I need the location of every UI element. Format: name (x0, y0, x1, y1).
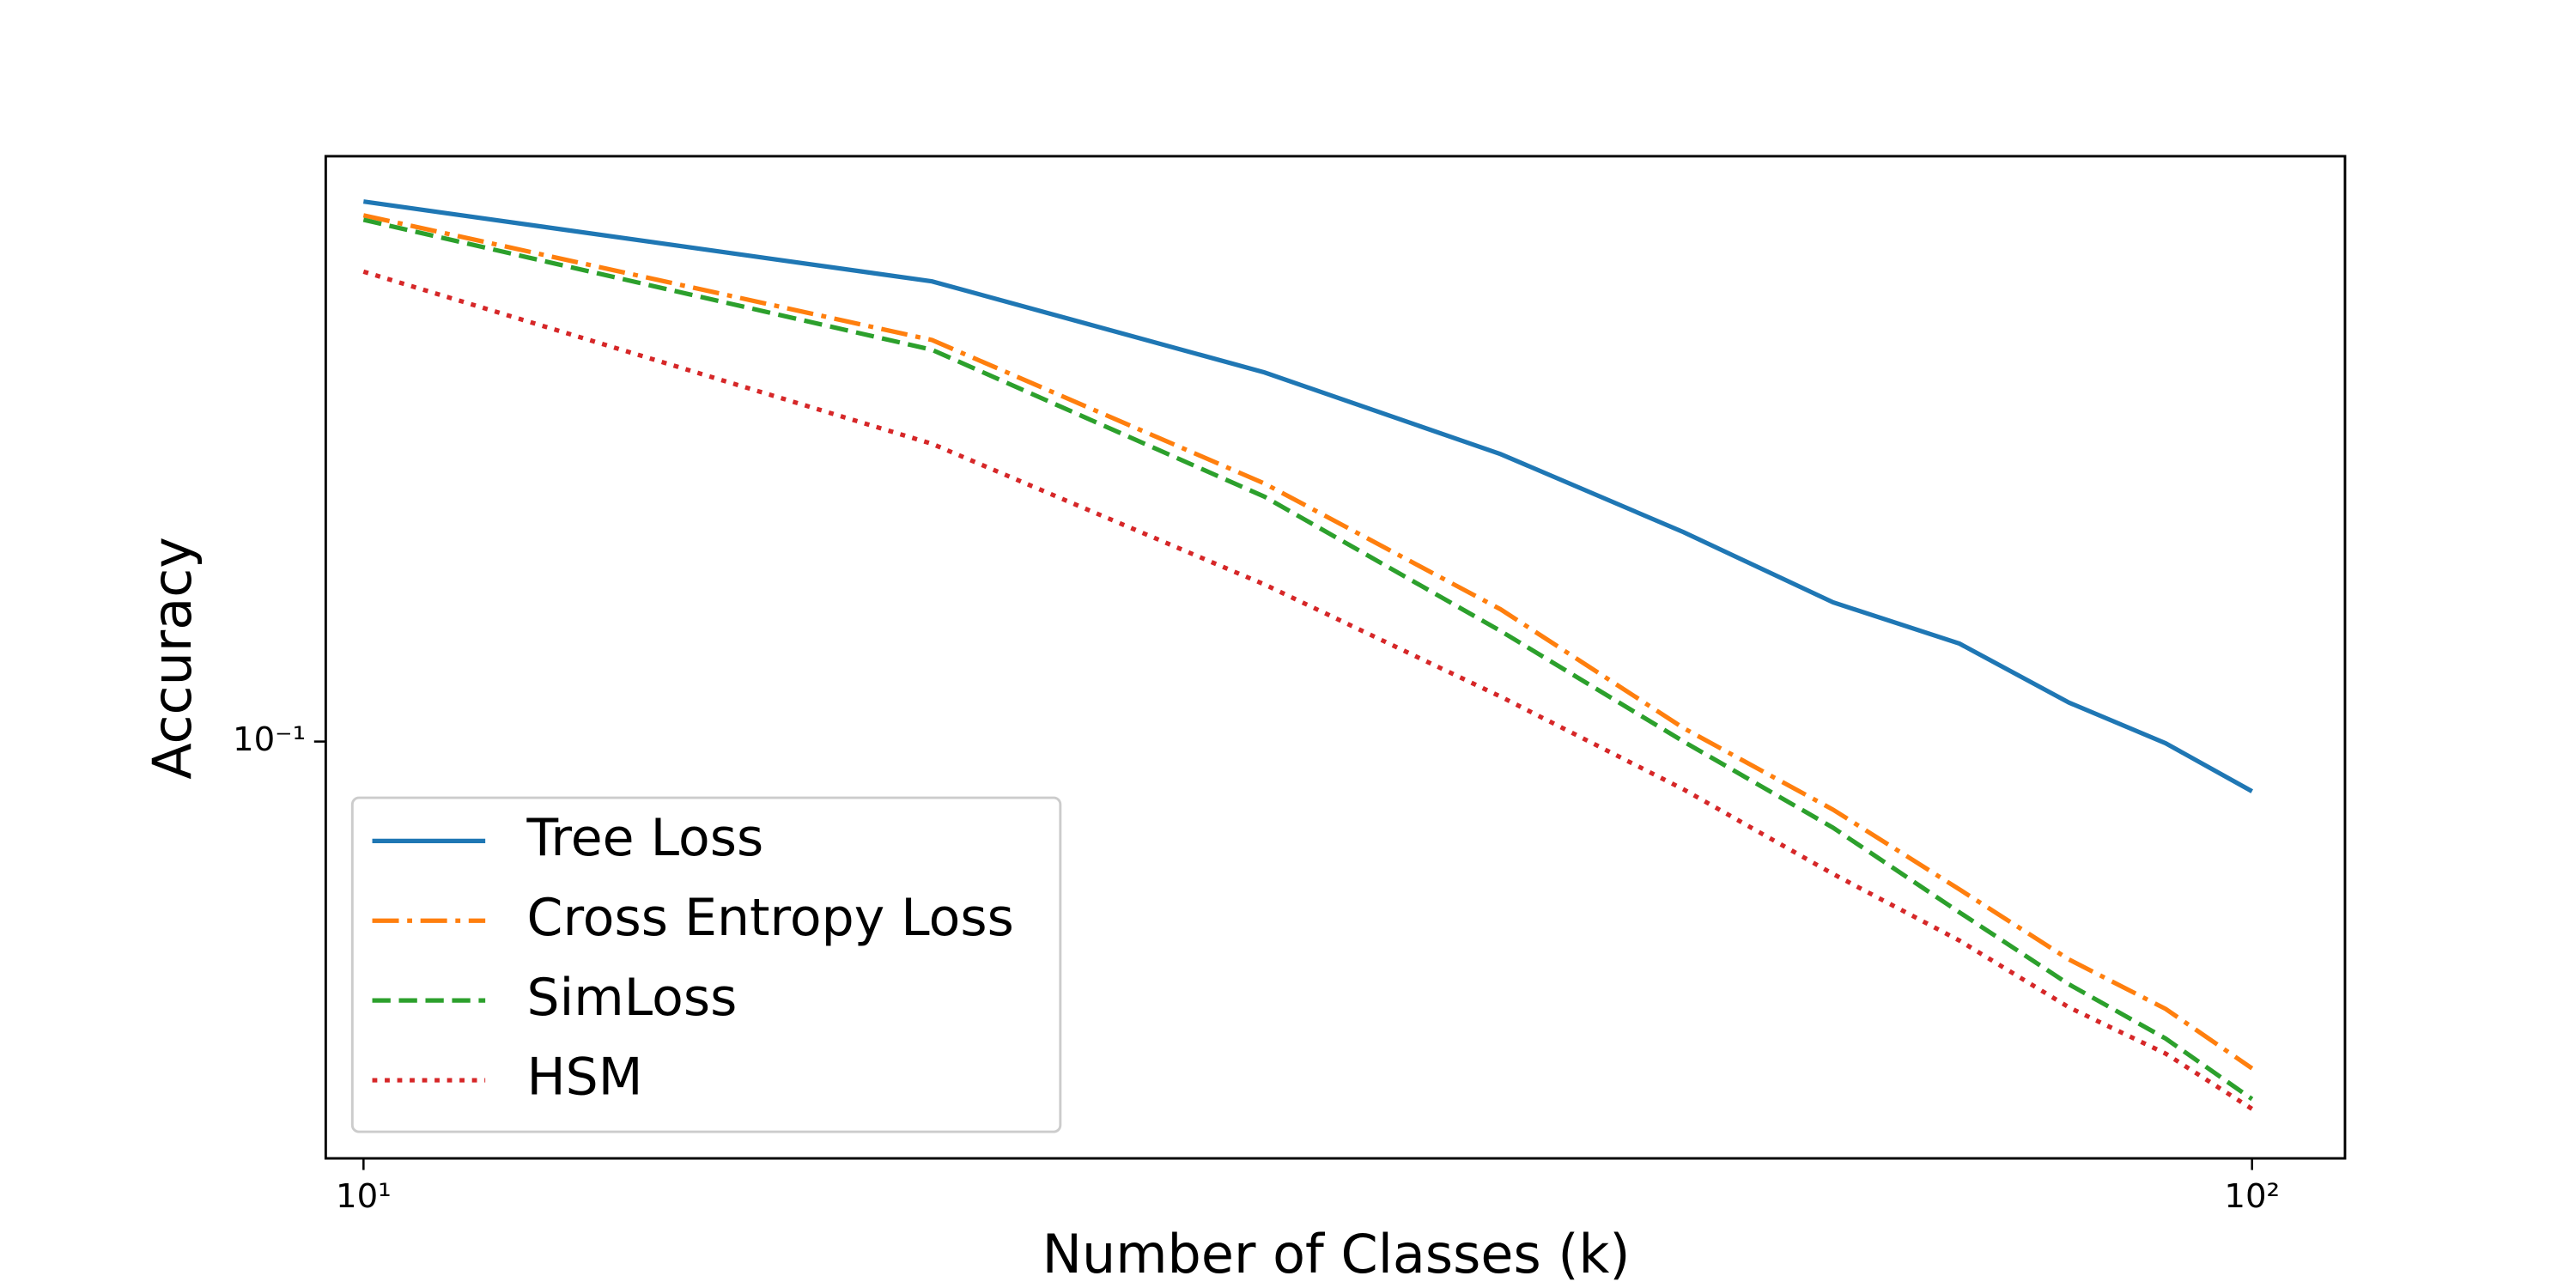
legend-label: SimLoss (527, 968, 738, 1028)
data-line (362, 269, 2254, 1111)
x-tick-label: 10¹ (336, 1177, 392, 1216)
data-line (362, 199, 2253, 793)
y-axis-label: Accuracy (142, 537, 204, 780)
y-tick-label: 10⁻¹ (233, 720, 306, 759)
legend-label: Tree Loss (526, 808, 764, 868)
legend-label: HSM (527, 1048, 643, 1108)
data-line (362, 217, 2254, 1102)
legend-box (350, 796, 1062, 1133)
x-axis-label: Number of Classes (k) (1042, 1224, 1631, 1285)
x-tick-label: 10² (2224, 1177, 2280, 1216)
data-line (362, 213, 2254, 1071)
legend-label: Cross Entropy Loss (527, 888, 1014, 948)
plot-frame (324, 155, 2347, 1160)
legend: Tree Loss Cross Entropy Loss SimLoss HSM (350, 796, 1062, 1133)
